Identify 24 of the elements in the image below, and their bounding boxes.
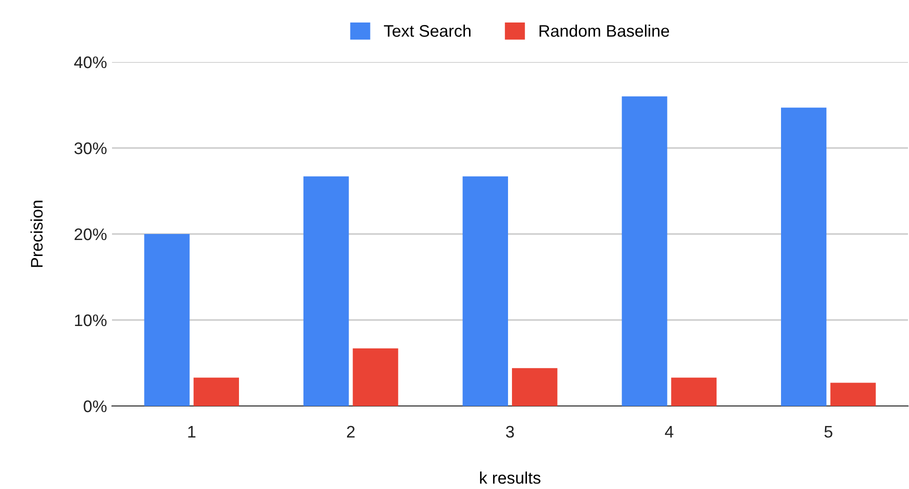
bar — [194, 378, 239, 406]
bar — [352, 348, 398, 406]
bar — [512, 368, 558, 406]
bar — [671, 378, 717, 406]
bar — [462, 176, 508, 406]
x-tick-label: 3 — [506, 426, 514, 438]
bar — [622, 96, 668, 406]
bar — [830, 382, 876, 406]
x-tick-label: 2 — [347, 426, 355, 438]
y-tick-label: 0% — [84, 400, 107, 412]
y-tick-label: 40% — [74, 56, 107, 68]
y-tick-label: 10% — [75, 314, 107, 326]
y-axis-title: Precision — [30, 200, 43, 267]
bar — [303, 176, 349, 406]
bar — [781, 108, 826, 406]
x-tick-label: 4 — [664, 426, 674, 438]
y-tick-label: 20% — [74, 228, 107, 240]
x-axis-title: k results — [480, 472, 540, 484]
x-tick-label: 5 — [824, 426, 832, 438]
y-tick-label: 30% — [74, 142, 107, 154]
legend-label: Random Baseline — [540, 24, 670, 37]
x-tick-label: 1 — [188, 426, 196, 438]
bar — [144, 234, 190, 406]
legend-label: Text Search — [384, 24, 470, 37]
